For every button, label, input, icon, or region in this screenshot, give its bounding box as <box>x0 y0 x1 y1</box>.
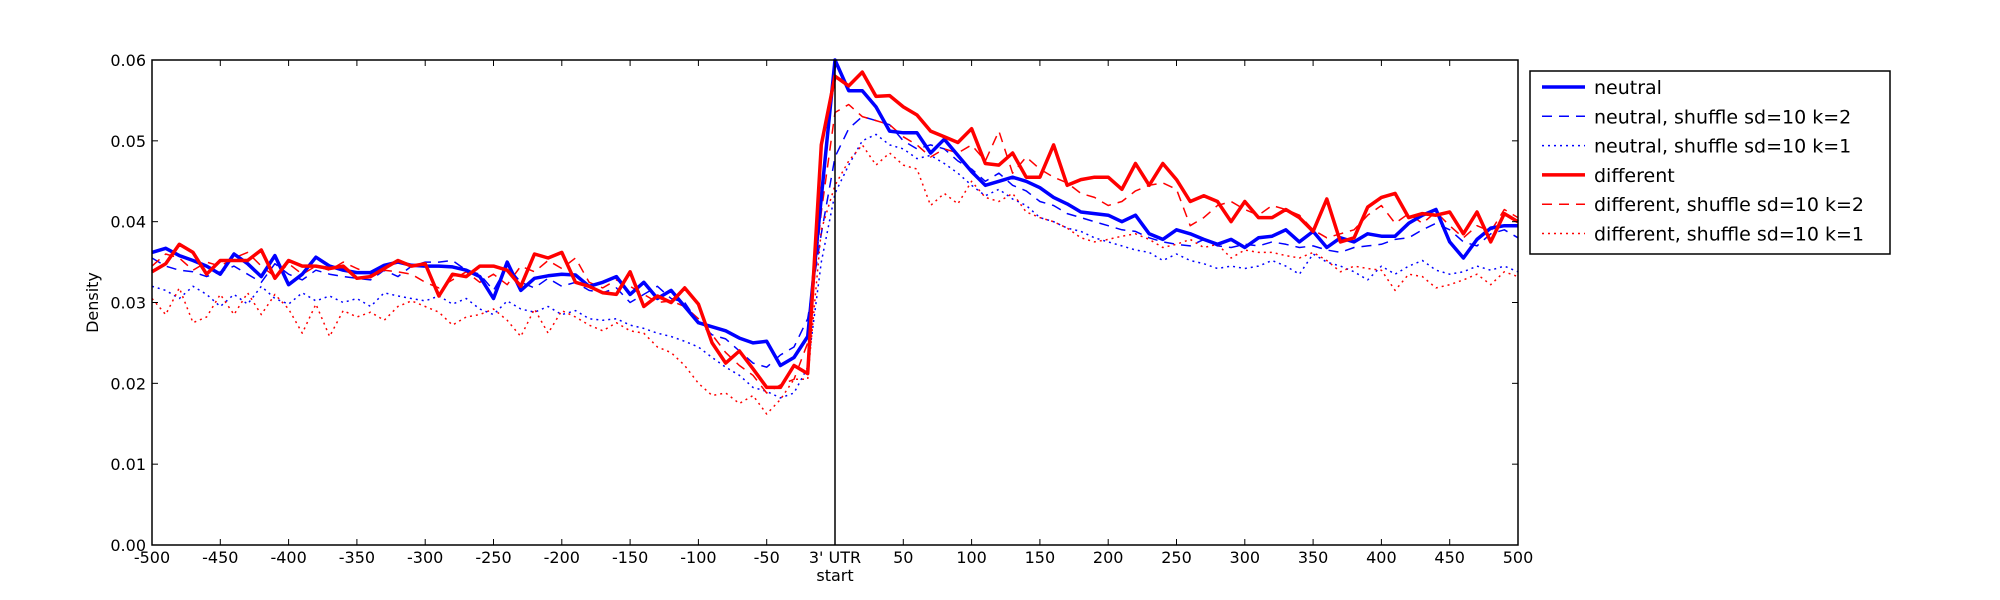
legend-label-1: neutral <box>1594 77 1662 99</box>
series-line-3 <box>151 133 1519 399</box>
x-tick-label: 50 <box>893 548 913 567</box>
series-line-6 <box>151 144 1519 415</box>
y-tick-label: 0.00 <box>110 536 146 555</box>
x-tick-label: -250 <box>475 548 511 567</box>
x-tick-label: 100 <box>956 548 987 567</box>
legend-label-2: neutral, shuffle sd=10 k=2 <box>1594 106 1851 128</box>
y-tick-label: 0.04 <box>110 213 146 232</box>
legend-label-6: different, shuffle sd=10 k=1 <box>1594 224 1864 246</box>
x-tick-label: -150 <box>612 548 648 567</box>
x-tick-label: -50 <box>754 548 780 567</box>
x-tick-label: 450 <box>1434 548 1465 567</box>
legend-label-5: different, shuffle sd=10 k=2 <box>1594 194 1864 216</box>
x-tick-label: -300 <box>407 548 443 567</box>
legend-label-4: different <box>1594 165 1675 187</box>
x-axis-label: start <box>816 566 853 585</box>
x-tick-label: -350 <box>339 548 375 567</box>
x-tick-label: 150 <box>1025 548 1056 567</box>
x-tick-label: 300 <box>1230 548 1261 567</box>
x-tick-label: -400 <box>270 548 306 567</box>
x-tick-label: 3' UTR <box>809 548 861 567</box>
x-tick-label: -100 <box>680 548 716 567</box>
legend: neutral neutral, shuffle sd=10 k=2 neutral… <box>1529 70 1891 255</box>
x-tick-label: 250 <box>1161 548 1192 567</box>
series-line-2 <box>151 115 1519 368</box>
y-tick-label: 0.02 <box>110 374 146 393</box>
x-tick-label: -500 <box>134 548 170 567</box>
x-tick-label: -200 <box>544 548 580 567</box>
y-tick-label: 0.01 <box>110 455 146 474</box>
x-tick-label: 500 <box>1503 548 1534 567</box>
y-tick-label: 0.03 <box>110 294 146 313</box>
legend-box <box>1529 70 1891 255</box>
y-axis-label: Density <box>83 272 102 333</box>
axes: -500 -450 -400 -350 -300 -250 -200 -150 -100 -50 3… <box>110 51 1533 567</box>
y-tick-label: 0.06 <box>110 51 146 70</box>
x-tick-label: 350 <box>1298 548 1329 567</box>
x-tick-label: 200 <box>1093 548 1124 567</box>
x-tick-label: -450 <box>202 548 238 567</box>
x-tick-label: 400 <box>1366 548 1397 567</box>
y-tick-label: 0.05 <box>110 132 146 151</box>
legend-label-3: neutral, shuffle sd=10 k=1 <box>1594 136 1851 158</box>
